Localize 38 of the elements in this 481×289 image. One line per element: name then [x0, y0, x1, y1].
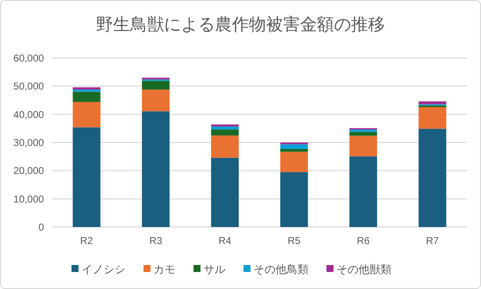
chart-title: 野生鳥獣による農作物被害金額の推移 [96, 15, 385, 34]
y-tick-label: 40,000 [13, 110, 44, 121]
legend-label: その他獣類 [336, 262, 392, 276]
legend-label: イノシシ [82, 264, 126, 276]
bar [280, 172, 308, 227]
bar [142, 90, 170, 112]
bar [418, 128, 446, 227]
bar [72, 92, 100, 102]
bar [211, 130, 239, 136]
legend-label: サル [204, 264, 226, 276]
y-tick-label: 0 [38, 222, 44, 234]
bar [211, 158, 239, 227]
y-tick-label: 10,000 [13, 194, 44, 206]
bar [349, 156, 378, 227]
y-tick-label: 50,000 [13, 82, 44, 93]
y-tick-label: 30,000 [13, 138, 44, 149]
legend-label: その他鳥類 [254, 264, 308, 276]
bar [280, 148, 308, 152]
bar [418, 107, 446, 129]
y-tick-label: 20,000 [13, 166, 44, 178]
bar [280, 144, 308, 149]
y-tick-label: 60,000 [13, 54, 44, 64]
bar [142, 80, 170, 90]
bar [349, 136, 378, 156]
x-tick-label: R7 [426, 236, 440, 247]
bar [280, 152, 308, 172]
legend-label: カモ [154, 264, 176, 276]
bar [72, 127, 100, 227]
bar [418, 101, 446, 104]
x-tick-label: R2 [80, 236, 94, 247]
x-tick-label: R4 [218, 236, 232, 247]
x-tick-label: R6 [356, 236, 370, 247]
bar [72, 102, 100, 128]
x-tick-label: R3 [149, 236, 163, 247]
bar [211, 126, 239, 130]
bar [142, 111, 170, 227]
bar [211, 135, 239, 158]
x-tick-label: R5 [288, 236, 301, 247]
